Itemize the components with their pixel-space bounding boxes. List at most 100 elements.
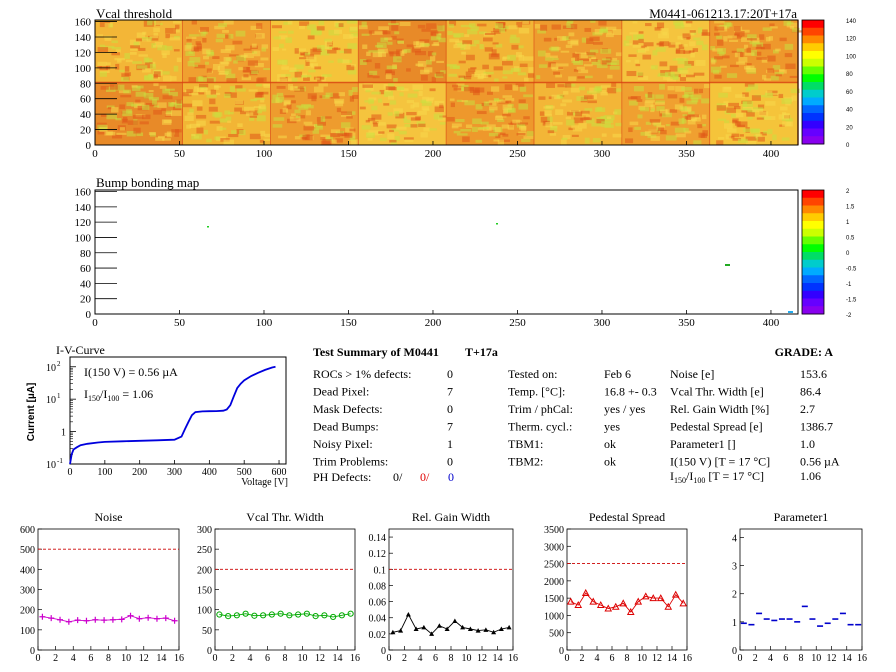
roc-x-tick-label: 8 — [283, 653, 288, 664]
roc-y-tick-label: 0 — [207, 646, 212, 657]
summary-row-label: Rel. Gain Width [%] — [670, 402, 769, 416]
summary-row-value: 16.8 +- 0.3 — [604, 385, 657, 399]
roc-y-tick-label: 300 — [197, 525, 212, 536]
roc-x-tick-label: 16 — [174, 653, 184, 664]
roc-plot-1: Noise 0 2 4 6 8 10 12 14 16 0 100 200 300 400 500 600 — [20, 510, 184, 664]
roc-data-point — [74, 617, 81, 624]
palette-tick-label: 120 — [846, 37, 857, 43]
palette-swatch — [802, 205, 824, 214]
map-y-tick-label: 160 — [75, 17, 92, 29]
roc-data-point — [260, 612, 267, 619]
roc-data-point — [589, 597, 598, 605]
roc-x-tick-label: 16 — [682, 653, 692, 664]
palette-swatch — [802, 35, 824, 44]
roc-data-point — [145, 614, 152, 621]
roc-data-point — [436, 623, 442, 628]
roc-data-point — [421, 624, 427, 630]
map-y-tick-label: 60 — [80, 94, 92, 106]
map-y-tick-label: 40 — [80, 278, 92, 290]
palette-swatch — [802, 82, 824, 91]
roc-data-point — [162, 615, 169, 622]
roc-y-tick-label: 0.14 — [369, 533, 387, 544]
roc-data-point — [101, 617, 108, 624]
roc-y-tick-label: 0 — [559, 646, 564, 657]
palette-swatch — [802, 197, 824, 206]
roc-data-point — [664, 602, 673, 610]
roc-data-point — [109, 616, 116, 623]
summary-defects-block: ROCs > 1% defects: 0 Dead Pixel: 7 Mask Defe… — [313, 367, 453, 469]
summary-title: Test Summary of M0441 — [313, 345, 439, 359]
summary-row-label: Temp. [°C]: — [508, 385, 565, 399]
roc-plot-2: Vcal Thr. Width 0 2 4 6 8 10 12 14 16 0 50 100 150 200… — [197, 510, 360, 664]
map-x-tick-label: 50 — [174, 317, 186, 329]
ph-defects-value-2: 0/ — [420, 470, 430, 484]
map-x-tick-label: 400 — [763, 317, 780, 329]
roc-y-tick-label: 0.06 — [369, 598, 387, 609]
roc-data-point — [475, 628, 481, 633]
roc-y-tick-label: 0.04 — [369, 614, 387, 625]
iv-plot-frame — [69, 356, 287, 465]
roc-data-point — [321, 612, 328, 619]
roc-data-point — [429, 631, 435, 636]
roc-x-tick-label: 14 — [493, 653, 503, 664]
iv-x-tick-label: 200 — [132, 467, 147, 478]
map-y-tick-label: 80 — [80, 248, 92, 260]
palette-tick-label: 60 — [846, 90, 853, 96]
palette-tick-label: 80 — [846, 72, 853, 78]
summary-row-value: 153.6 — [800, 367, 827, 381]
map-y-tick-label: 80 — [80, 78, 92, 90]
iv-x-tick-label: 600 — [272, 467, 287, 478]
roc-data-point — [216, 611, 223, 618]
roc-x-tick-label: 0 — [36, 653, 41, 664]
roc-x-tick-label: 4 — [768, 653, 773, 664]
map-x-tick-label: 100 — [256, 148, 273, 160]
palette-swatch — [802, 66, 824, 75]
summary-row-label: TBM1: — [508, 437, 543, 451]
palette-swatch — [802, 43, 824, 52]
iv-annotation-current: I(150 V) = 0.56 µA — [84, 365, 178, 379]
roc-x-tick-label: 4 — [248, 653, 253, 664]
map-y-tick-label: 40 — [80, 109, 92, 121]
module-id-label: M0441-061213.17:20T+17a — [649, 6, 797, 21]
roc-x-tick-label: 14 — [842, 653, 852, 664]
roc-y-tick-label: 4 — [732, 533, 737, 544]
palette-swatch — [802, 27, 824, 36]
map-y-tick-label: 20 — [80, 294, 92, 306]
palette-tick-label: 0 — [846, 143, 850, 149]
roc-data-point — [312, 613, 319, 620]
palette-swatch — [802, 128, 824, 137]
summary-conditions-block: Tested on: Feb 6 Temp. [°C]: 16.8 +- 0.3 Tri… — [508, 367, 657, 469]
roc-x-tick-label: 8 — [625, 653, 630, 664]
summary-row-label: I(150 V) [T = 17 °C] — [670, 455, 770, 469]
grade-label: GRADE: A — [775, 345, 834, 359]
roc-data-point — [483, 627, 489, 632]
roc-data-point — [671, 590, 680, 598]
summary-row-label: Vcal Thr. Width [e] — [670, 385, 764, 399]
bump-defect-mark — [788, 311, 793, 313]
palette-swatch — [802, 267, 824, 276]
bump-map-frame — [94, 189, 799, 315]
palette-swatch — [802, 306, 824, 315]
roc-y-tick-label: 100 — [197, 606, 212, 617]
palette-swatch — [802, 283, 824, 292]
iv-x-tick-label: 0 — [68, 467, 73, 478]
iv-annotation-ratio: I150/I100 = 1.06 — [84, 387, 153, 403]
palette-swatch — [802, 298, 824, 307]
roc-data-point — [611, 602, 620, 610]
summary-row-value: 0 — [447, 402, 453, 416]
summary-row-value: 1386.7 — [800, 420, 833, 434]
map-y-tick-label: 20 — [80, 125, 92, 137]
palette-tick-label: -0.5 — [846, 267, 857, 273]
roc-plot-frame — [566, 528, 688, 651]
roc-series-line — [392, 613, 510, 635]
roc-x-tick-label: 12 — [477, 653, 487, 664]
roc-data-point — [286, 612, 293, 619]
map-x-tick-label: 300 — [594, 148, 611, 160]
roc-data-point — [118, 616, 125, 623]
roc-y-tick-label: 600 — [20, 525, 35, 536]
summary-row-value: 0 — [447, 455, 453, 469]
iv-y-tick-exponent: 2 — [57, 360, 61, 368]
summary-row-label: Noise [e] — [670, 367, 714, 381]
roc-x-tick-label: 2 — [53, 653, 58, 664]
